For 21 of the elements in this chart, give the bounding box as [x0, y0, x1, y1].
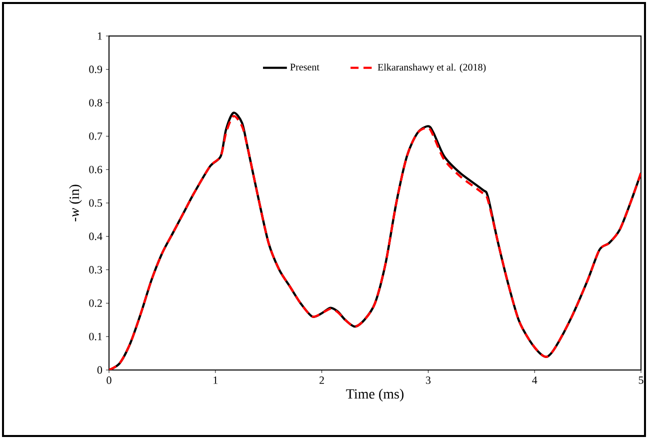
x-tick-label: 0 — [106, 376, 112, 384]
y-tick-label: 0 — [97, 366, 102, 374]
x-tick-label: 3 — [426, 376, 431, 384]
y-axis-title: -w (in) — [69, 184, 82, 222]
x-tick-label: 1 — [214, 376, 218, 384]
y-tick-label: 0.3 — [89, 266, 102, 274]
y-tick-label: 0.9 — [89, 66, 102, 74]
y-tick-label: 0.5 — [89, 199, 102, 207]
x-tick-label: 5 — [638, 376, 644, 384]
legend-label: Elkaranshawy et al. (2018) — [378, 64, 486, 73]
legend-label: Present — [290, 64, 320, 70]
y-tick-label: 0.2 — [89, 299, 102, 307]
y-tick-label: 0.4 — [89, 232, 102, 240]
x-tick-label: 2 — [320, 376, 324, 384]
x-tick-label: 4 — [532, 376, 538, 384]
y-tick-label: 1 — [98, 32, 102, 40]
y-tick-label: 0.7 — [89, 132, 102, 140]
y-tick-label: 0.8 — [89, 99, 102, 107]
x-axis-title: Time (ms) — [346, 388, 404, 402]
y-tick-label: 0.6 — [89, 166, 102, 174]
y-tick-label: 0.1 — [89, 332, 102, 340]
